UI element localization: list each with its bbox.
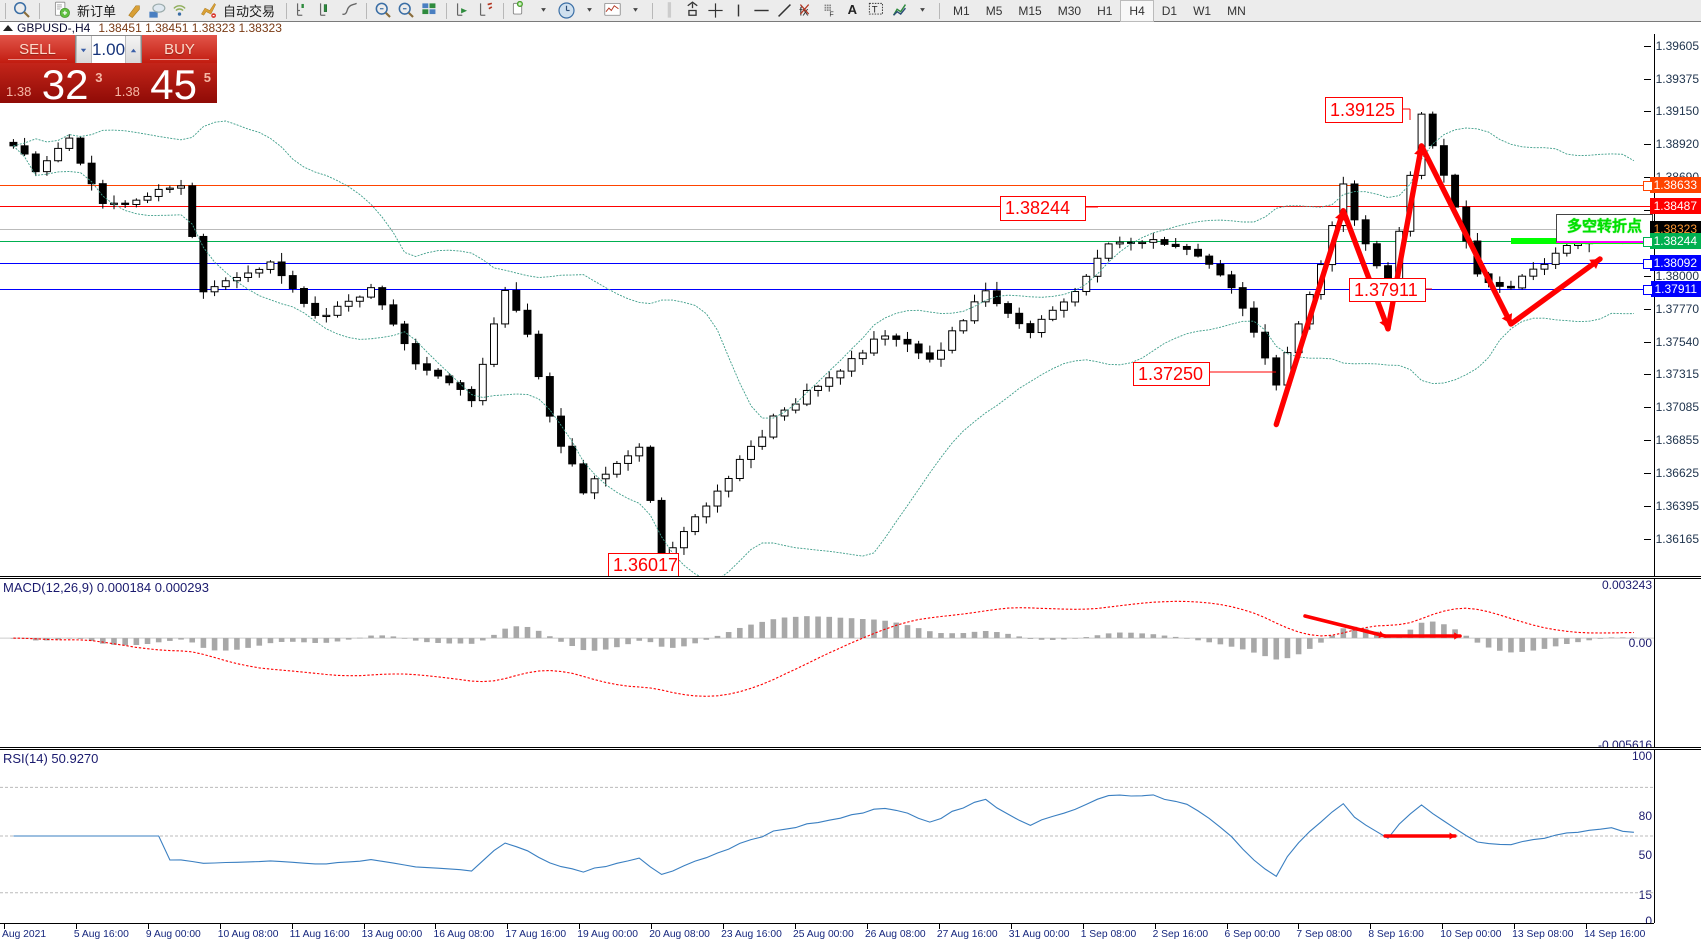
svg-text:F: F — [829, 10, 834, 18]
svg-text:T: T — [872, 4, 878, 15]
svg-text:A: A — [848, 2, 858, 17]
